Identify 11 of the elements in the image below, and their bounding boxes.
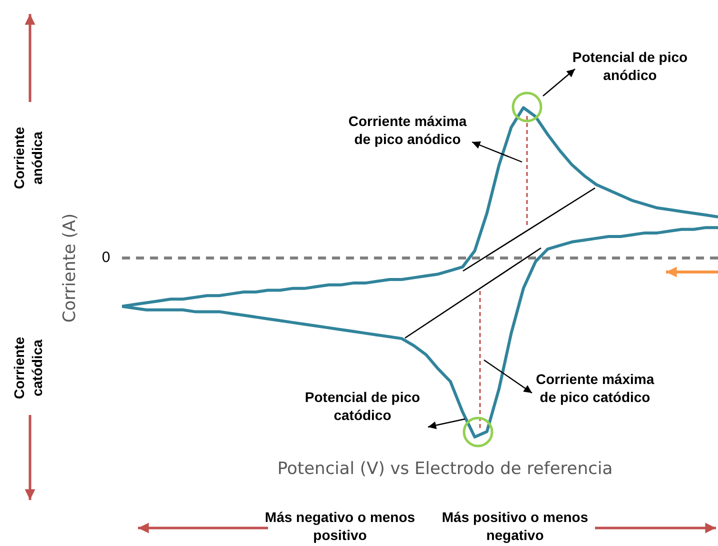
text: Más positivo o menos negativo: [440, 508, 590, 544]
ref-line-label: 0: [102, 249, 110, 266]
x-axis-title: Potencial (V) vs Electrodo de referencia: [276, 459, 614, 479]
annotation: Corriente máxima de pico anódico: [347, 112, 468, 148]
y-axis-title: Corriente (A): [60, 212, 80, 325]
text: Más negativo o menos positivo: [264, 508, 416, 544]
annotation: Potencial de pico catódico: [304, 388, 422, 424]
text: Corriente catódica: [10, 336, 46, 402]
text: Potencial de pico anódico: [571, 48, 689, 84]
text: Corriente anódica: [10, 126, 46, 192]
annotation: Corriente máxima de pico catódico: [534, 370, 656, 406]
